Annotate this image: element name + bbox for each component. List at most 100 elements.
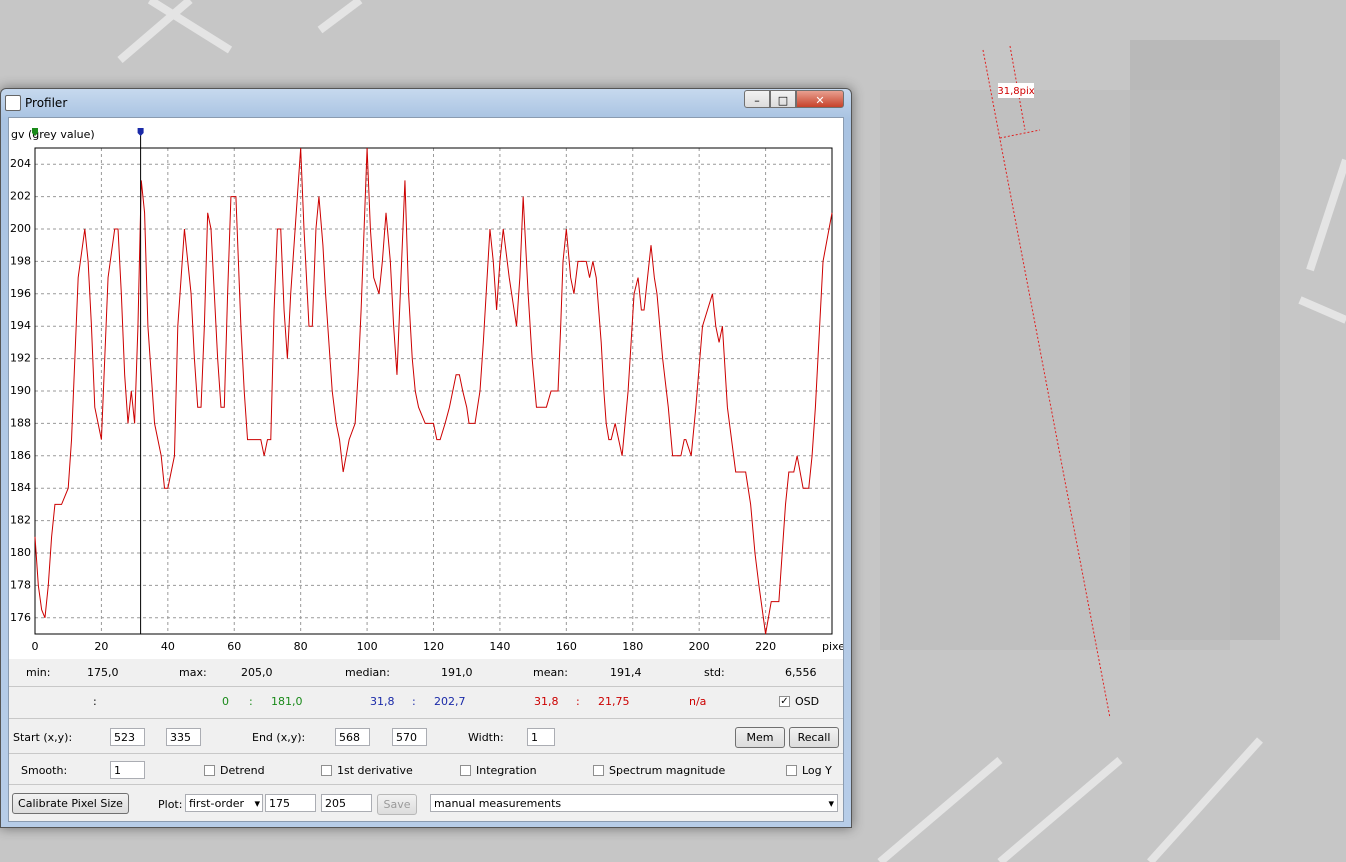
end-y-field[interactable]: 570 [392, 728, 427, 746]
start-label: Start (x,y): [13, 731, 73, 744]
calibrate-button[interactable]: Calibrate Pixel Size [12, 793, 129, 814]
plot-max-field[interactable]: 205 [321, 794, 372, 812]
checkbox[interactable] [321, 765, 332, 776]
stat-value: 175,0 [87, 666, 119, 679]
minimize-button[interactable]: – [744, 90, 770, 108]
checkbox-label: Log Y [802, 764, 832, 777]
y-tick-label: 200 [10, 222, 31, 235]
osd-label: OSD [795, 695, 820, 708]
plot-label: Plot: [158, 798, 183, 811]
plot-mode-value: first-order [189, 797, 244, 810]
dropdown-arrow: ▾ [254, 797, 260, 810]
cursor-marker [32, 128, 38, 136]
y-axis-label: gv (grey value) [11, 128, 95, 141]
readout-value: 31,8 [370, 695, 395, 708]
chart-bg [9, 118, 843, 659]
maximize-button[interactable]: □ [770, 90, 796, 108]
readout-value: : [93, 695, 97, 708]
separator [9, 686, 843, 687]
y-tick-label: 188 [10, 416, 31, 429]
readout-value: n/a [689, 695, 707, 708]
checkbox[interactable] [204, 765, 215, 776]
stat-label: std: [704, 666, 725, 679]
checkbox[interactable] [460, 765, 471, 776]
x-tick-label: 120 [423, 640, 444, 653]
plot-mode-select[interactable]: first-order ▾ [185, 794, 263, 812]
start-y-field[interactable]: 335 [166, 728, 201, 746]
readout-value: : [576, 695, 580, 708]
profile-line [34, 147, 833, 635]
stats-row: min: 175,0 max: 205,0 median: 191,0 mean: 191,4… [9, 661, 843, 685]
save-button: Save [377, 794, 417, 815]
measure-line [982, 49, 1111, 719]
y-tick-label: 180 [10, 546, 31, 559]
separator [9, 718, 843, 719]
x-tick-label: 80 [294, 640, 308, 653]
y-tick-label: 184 [10, 481, 31, 494]
cursor-marker [137, 128, 144, 136]
smooth-label: Smooth: [21, 764, 68, 777]
width-field[interactable]: 1 [527, 728, 555, 746]
blurred-chart [880, 90, 1230, 650]
y-tick-label: 186 [10, 449, 31, 462]
checkbox[interactable] [593, 765, 604, 776]
y-tick-label: 176 [10, 611, 31, 624]
client-area: gv (grey value) pixel 176178180182184186… [8, 117, 844, 822]
x-tick-label: 180 [622, 640, 643, 653]
measure-label: 31,8pix [997, 86, 1034, 97]
measure-label-bg [998, 83, 1034, 98]
end-x-field[interactable]: 568 [335, 728, 370, 746]
x-tick-label: 60 [227, 640, 241, 653]
y-tick-label: 204 [10, 157, 31, 170]
readout-value: 202,7 [434, 695, 466, 708]
dropdown-arrow: ▾ [828, 797, 834, 810]
x-tick-label: 0 [32, 640, 39, 653]
x-tick-label: 200 [689, 640, 710, 653]
x-tick-label: 100 [357, 640, 378, 653]
measure-mode-select[interactable]: manual measurements ▾ [430, 794, 838, 812]
readout-value: 181,0 [271, 695, 303, 708]
close-button[interactable]: ✕ [796, 90, 844, 108]
stat-label: min: [26, 666, 51, 679]
start-x-field[interactable]: 523 [110, 728, 145, 746]
readout-value: 0 [222, 695, 229, 708]
profiler-window: Profiler – □ ✕ gv (grey value) pixel 176… [0, 88, 852, 828]
osd-checkbox[interactable]: ✓ [779, 696, 790, 707]
mem-button[interactable]: Mem [735, 727, 785, 748]
y-tick-label: 182 [10, 514, 31, 527]
measure-mode-value: manual measurements [434, 797, 562, 810]
y-tick-label: 202 [10, 190, 31, 203]
width-label: Width: [468, 731, 504, 744]
x-axis-label: pixel [822, 640, 843, 653]
readout-value: : [412, 695, 416, 708]
separator [9, 753, 843, 754]
y-tick-label: 178 [10, 578, 31, 591]
stat-label: max: [179, 666, 207, 679]
y-tick-label: 196 [10, 287, 31, 300]
readout-value: 31,8 [534, 695, 559, 708]
y-tick-label: 190 [10, 384, 31, 397]
checkbox[interactable] [786, 765, 797, 776]
stat-value: 191,4 [610, 666, 642, 679]
readout-value: 21,75 [598, 695, 630, 708]
x-tick-label: 160 [556, 640, 577, 653]
blurred-lines [117, 0, 1346, 862]
stat-value: 205,0 [241, 666, 273, 679]
measure-tick [999, 129, 1041, 139]
checkbox-label: Detrend [220, 764, 265, 777]
x-tick-label: 40 [161, 640, 175, 653]
checkbox-label: Integration [476, 764, 537, 777]
plot-frame [34, 147, 833, 635]
stat-value: 191,0 [441, 666, 473, 679]
x-tick-label: 140 [489, 640, 510, 653]
chart: gv (grey value) pixel 176 178 180 182 184 186… [9, 118, 843, 659]
smooth-field[interactable]: 1 [110, 761, 145, 779]
recall-button[interactable]: Recall [789, 727, 839, 748]
y-tick-label: 192 [10, 352, 31, 365]
readout-value: : [249, 695, 253, 708]
checkbox-label: Spectrum magnitude [609, 764, 726, 777]
plot-min-field[interactable]: 175 [265, 794, 316, 812]
y-tick-label: 194 [10, 319, 31, 332]
x-tick-label: 20 [94, 640, 108, 653]
